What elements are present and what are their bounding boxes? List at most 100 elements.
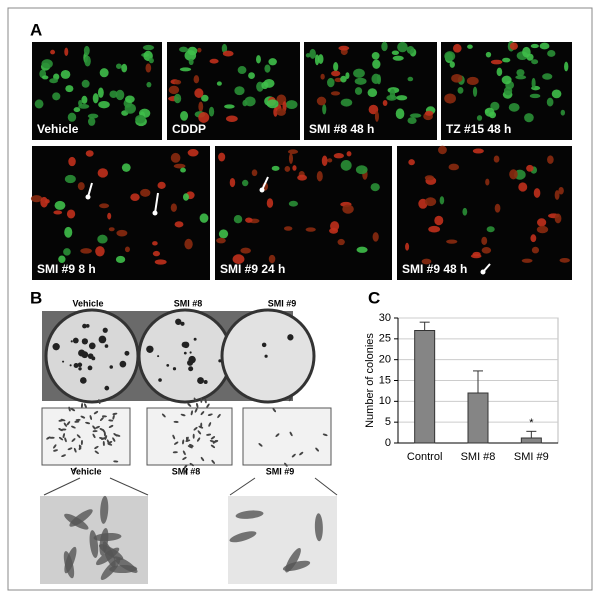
cell: [94, 445, 99, 450]
cell: [199, 213, 209, 223]
plate-label: SMI #9: [268, 298, 297, 308]
cell: [522, 46, 531, 58]
cell: [338, 45, 350, 51]
cell: [396, 95, 408, 101]
arrow-head: [480, 269, 486, 275]
cell: [288, 396, 293, 402]
cell: [172, 451, 178, 454]
bar: [467, 392, 489, 444]
cell: [371, 73, 381, 84]
cell: [232, 254, 245, 264]
cell: [121, 63, 128, 73]
cell: [221, 43, 228, 54]
colony: [81, 338, 89, 345]
cell: [85, 421, 91, 425]
cell: [67, 112, 77, 122]
x-tick-label: Control: [407, 451, 442, 463]
cell: [288, 153, 294, 165]
colony: [102, 327, 108, 333]
cell: [99, 203, 110, 209]
cell: [60, 69, 71, 79]
colony: [52, 343, 60, 351]
cell: [515, 75, 527, 80]
cell: [102, 441, 105, 447]
cell: [182, 439, 185, 445]
cell: [54, 200, 66, 210]
cell: [546, 97, 554, 107]
cell: [100, 495, 109, 524]
cell: [174, 79, 182, 85]
cell: [305, 227, 316, 232]
cell: [170, 152, 181, 163]
cell: [229, 177, 236, 188]
colony: [109, 365, 113, 369]
cell: [242, 99, 248, 107]
colony: [188, 366, 194, 372]
cell: [154, 259, 167, 265]
cell: [240, 247, 251, 254]
bar: [520, 437, 542, 444]
plate-label: SMI #8: [174, 298, 203, 308]
cell: [101, 415, 107, 418]
colonies: [52, 318, 294, 391]
cell: [170, 203, 177, 212]
cell: [63, 551, 75, 579]
cell: [315, 447, 319, 452]
cell: [485, 51, 492, 58]
cell: [266, 99, 279, 109]
cell: [496, 67, 503, 77]
cell: [115, 255, 126, 264]
cell: [100, 417, 104, 421]
panel-label: A: [30, 20, 42, 39]
colony: [73, 363, 79, 369]
cell: [93, 533, 122, 542]
cell: [276, 108, 286, 116]
cell: [284, 462, 288, 467]
cell: [58, 255, 66, 264]
cell: [125, 95, 135, 103]
cell: [74, 420, 80, 423]
cell: [340, 75, 347, 83]
cell: [321, 155, 328, 167]
cell: [424, 175, 435, 181]
y-tick-label: 25: [379, 333, 391, 345]
cell: [50, 49, 56, 55]
cell: [408, 159, 415, 166]
cell: [209, 58, 219, 64]
plate: [220, 308, 316, 404]
cell: [207, 413, 213, 416]
cell: [124, 246, 130, 253]
cell: [108, 425, 114, 428]
colony: [183, 351, 187, 355]
cell: [470, 253, 482, 259]
cell: [484, 107, 495, 117]
cell: [98, 544, 124, 561]
cell: [97, 87, 104, 98]
colony: [80, 377, 87, 384]
cell: [554, 213, 562, 224]
annotation: *: [529, 417, 534, 429]
cell: [382, 99, 388, 106]
cell: [472, 86, 478, 97]
cell: [193, 397, 197, 403]
cell: [97, 234, 108, 244]
cell: [283, 226, 293, 231]
cell: [188, 58, 194, 66]
cell: [331, 70, 341, 77]
cell: [370, 183, 380, 192]
colony: [175, 318, 182, 325]
cell: [381, 41, 388, 52]
cell: [531, 246, 540, 254]
cell: [109, 565, 138, 574]
cell: [182, 450, 186, 456]
cell: [92, 425, 96, 430]
cell: [524, 113, 534, 123]
cell: [53, 210, 63, 215]
cell: [65, 85, 74, 93]
cell: [372, 232, 379, 242]
cell: [148, 57, 154, 64]
cell: [268, 58, 277, 66]
cell: [291, 453, 296, 458]
cell: [316, 96, 327, 106]
